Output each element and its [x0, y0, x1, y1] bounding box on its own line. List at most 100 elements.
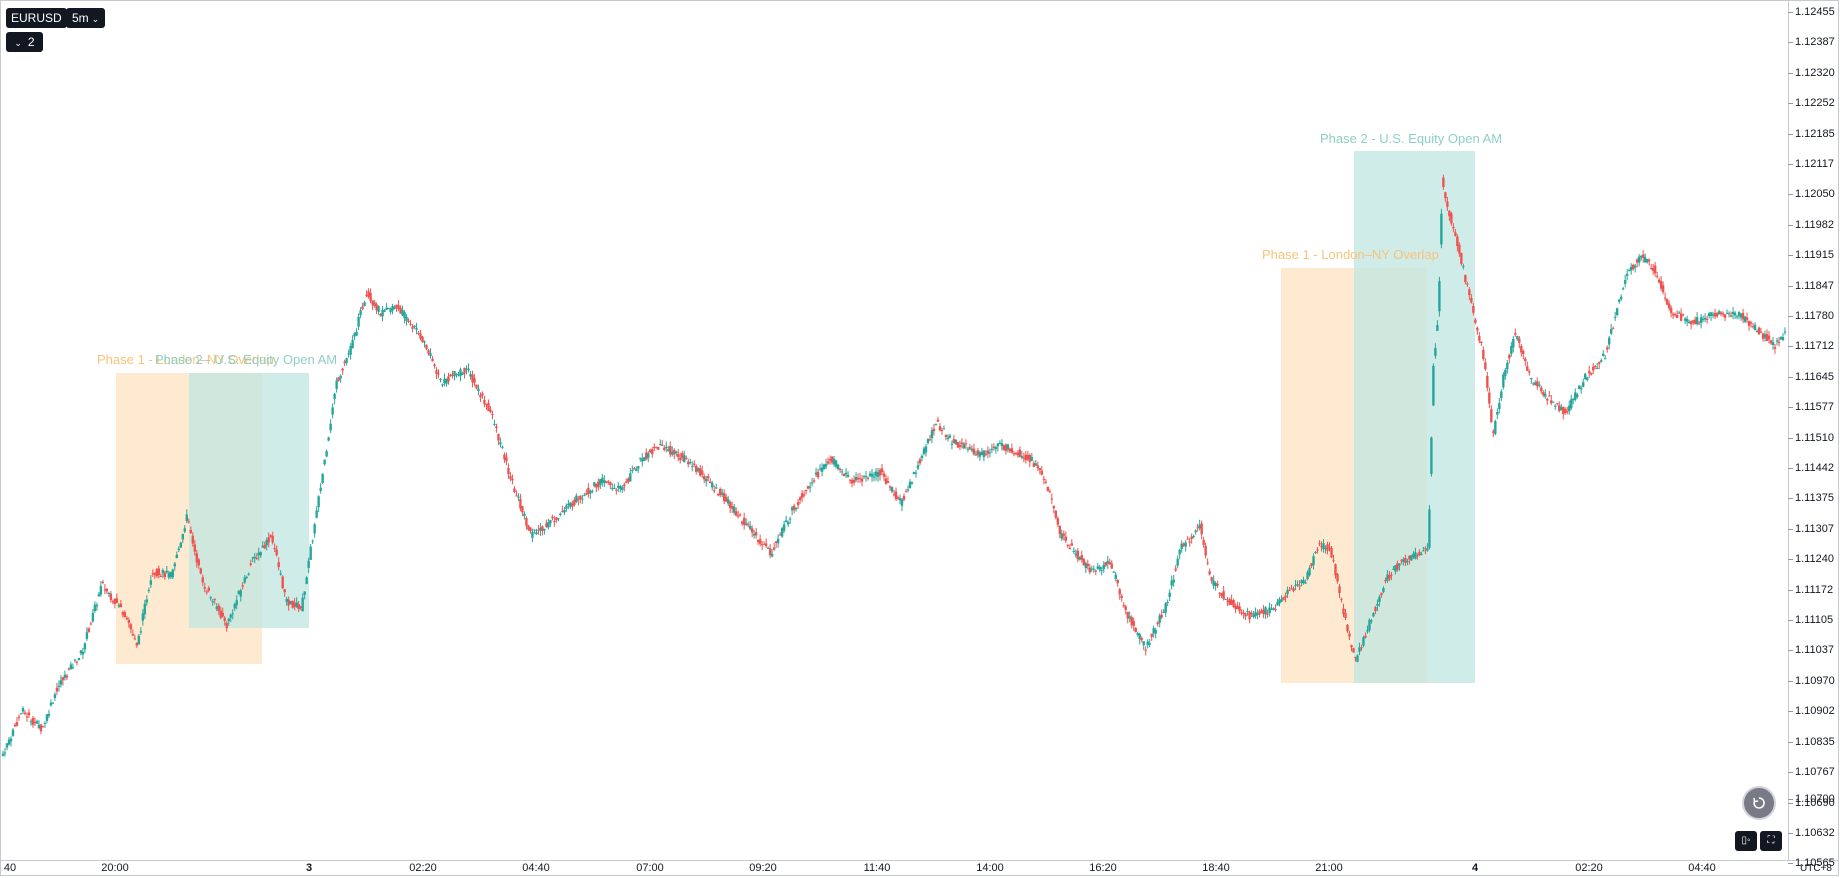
candle-body	[1348, 633, 1351, 637]
candle	[886, 476, 890, 483]
screenshot-button[interactable]: ⛶	[1760, 831, 1782, 851]
candle-body	[772, 547, 776, 550]
indicators-toggle-button[interactable]: ⌄ 2	[6, 32, 43, 52]
candle	[307, 557, 310, 574]
candle-body	[457, 374, 460, 376]
candle-body	[267, 537, 270, 543]
candle	[1, 750, 5, 757]
price-tick	[1788, 711, 1793, 713]
candle-body	[327, 437, 330, 441]
candle	[910, 481, 914, 485]
candle	[1326, 541, 1329, 555]
candle-body	[217, 605, 220, 611]
candle-body	[1540, 387, 1543, 392]
candle-body	[820, 467, 824, 472]
candle-body	[1084, 563, 1087, 568]
candle-body	[1092, 568, 1095, 570]
candle	[73, 658, 77, 663]
candle	[505, 452, 508, 466]
candle	[1721, 311, 1725, 318]
timeframe-button[interactable]: 5m ⌄	[66, 8, 106, 28]
candle	[740, 520, 744, 526]
candle-body	[832, 458, 836, 465]
candle	[531, 528, 534, 543]
time-label: 04:40	[1688, 862, 1716, 874]
candle-body	[790, 507, 794, 511]
candle	[501, 445, 504, 450]
candle	[185, 509, 188, 524]
time-label: 40	[3, 862, 17, 874]
candle	[355, 328, 358, 337]
candle	[381, 305, 384, 322]
candle-body	[159, 576, 163, 578]
candle-body	[123, 612, 127, 618]
price-tick	[1788, 620, 1793, 621]
price-tick	[1788, 133, 1793, 135]
candle	[1592, 362, 1595, 375]
candle-body	[341, 368, 344, 371]
candle-body	[1484, 362, 1487, 370]
candle-body	[1198, 525, 1201, 529]
candle	[529, 527, 532, 534]
candle-body	[928, 439, 932, 441]
candle-body	[81, 651, 85, 655]
candle	[335, 377, 338, 393]
candle	[647, 451, 650, 463]
candle	[289, 600, 292, 605]
candle-body	[111, 601, 115, 603]
candle-body	[864, 476, 868, 478]
candle-body	[1494, 421, 1497, 435]
candle	[701, 465, 704, 478]
candle-body	[1400, 560, 1403, 562]
candle	[91, 608, 95, 623]
candle	[651, 447, 654, 458]
candle	[1651, 263, 1655, 275]
candle	[850, 477, 854, 488]
price-label: 1.11240	[1795, 553, 1834, 566]
candle	[1494, 419, 1497, 436]
candle-body	[976, 450, 980, 455]
candle-body	[439, 379, 442, 381]
candle-body	[1254, 612, 1257, 617]
candle-body	[1619, 296, 1623, 300]
timezone-label[interactable]: UTC+8	[1800, 863, 1832, 874]
candle	[111, 599, 115, 605]
candle	[679, 452, 682, 464]
candle-body	[155, 569, 159, 577]
candle	[1765, 329, 1769, 342]
candle	[940, 427, 944, 435]
auto-scale-button[interactable]: ▯◦	[1735, 831, 1757, 851]
candle	[601, 473, 604, 487]
price-label: 1.10565	[1795, 857, 1835, 870]
candle	[201, 574, 204, 586]
candle	[1246, 607, 1249, 616]
candle	[553, 515, 556, 527]
candle-body	[1018, 449, 1022, 457]
candle-body	[143, 603, 147, 615]
candle-body	[1629, 266, 1633, 271]
candle	[203, 582, 206, 593]
candle	[555, 516, 558, 523]
symbol-button[interactable]: EURUSD	[6, 8, 67, 28]
candle-body	[1476, 327, 1479, 331]
candle-body	[233, 604, 236, 609]
candle	[565, 503, 568, 512]
candle	[119, 599, 123, 608]
candle-body	[261, 546, 264, 548]
candle-body	[617, 485, 620, 488]
candle-body	[1294, 584, 1297, 586]
candle	[591, 489, 594, 494]
candle	[709, 478, 712, 484]
candle-body	[561, 510, 564, 512]
candle-body	[1661, 285, 1665, 293]
candle	[215, 603, 218, 612]
candle	[1713, 308, 1717, 319]
candle	[1715, 311, 1719, 318]
candle	[47, 709, 51, 719]
candle-body	[419, 333, 422, 339]
candle-body	[1044, 481, 1048, 483]
candle-body	[105, 588, 109, 592]
candle-body	[1667, 303, 1671, 309]
scroll-to-realtime-button[interactable]	[1742, 786, 1776, 820]
